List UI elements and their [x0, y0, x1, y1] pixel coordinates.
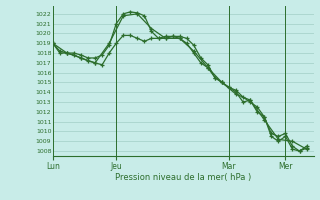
X-axis label: Pression niveau de la mer( hPa ): Pression niveau de la mer( hPa ) [115, 173, 251, 182]
